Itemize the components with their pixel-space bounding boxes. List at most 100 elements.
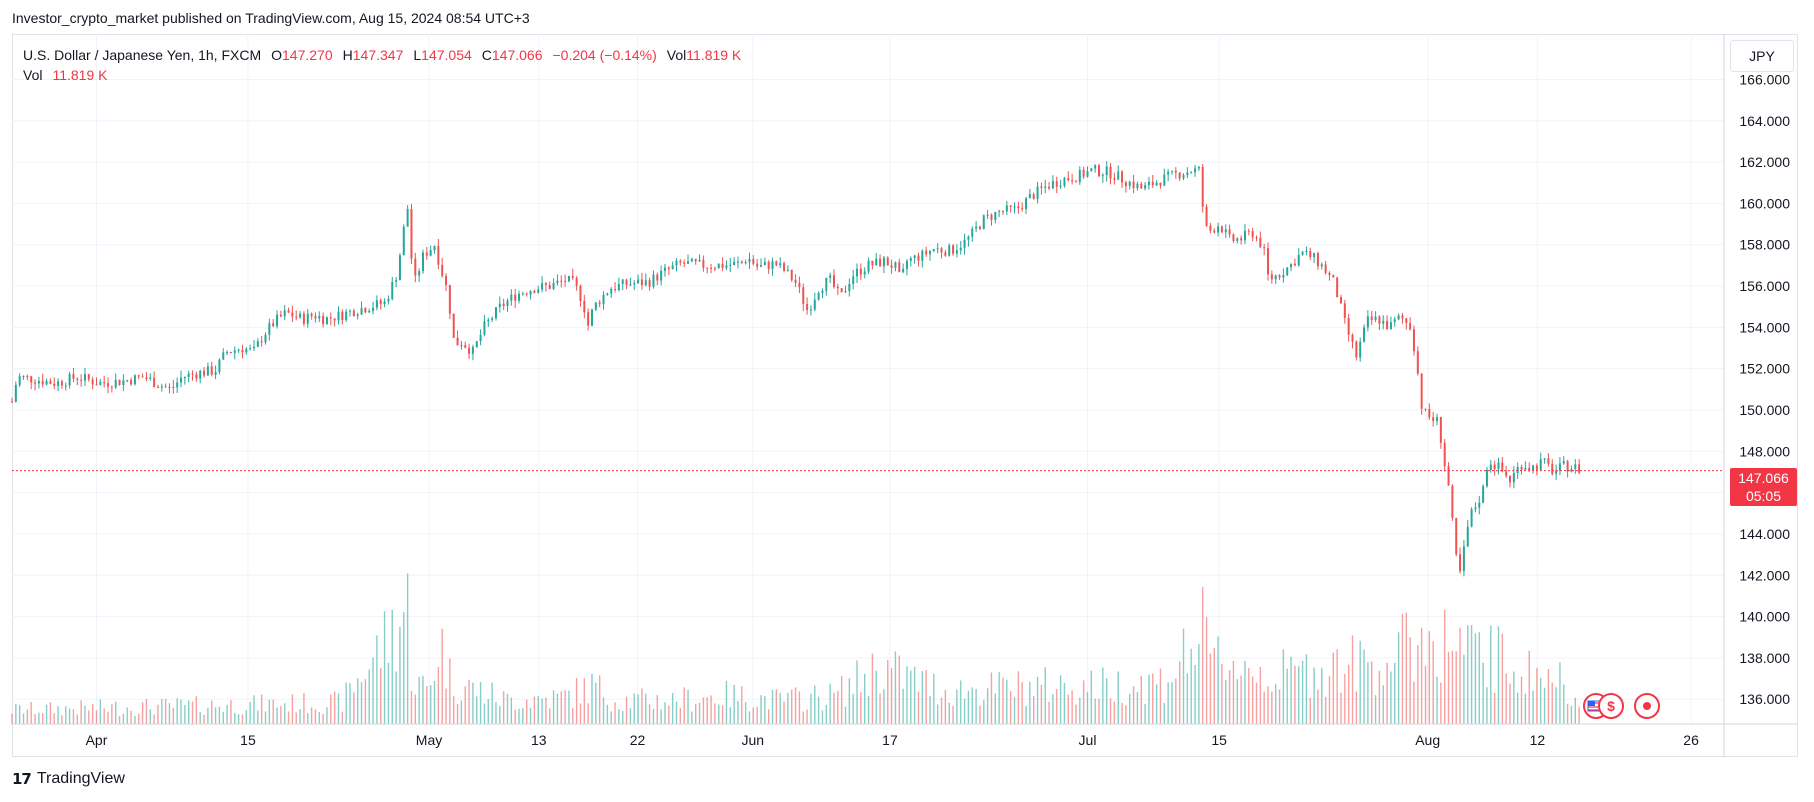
- candle-body: [994, 211, 997, 220]
- candle-body: [552, 283, 555, 289]
- volume-bar: [1394, 662, 1396, 724]
- volume-bar: [284, 703, 286, 724]
- candle-body: [679, 260, 682, 263]
- candle-body: [99, 382, 102, 385]
- volume-bar: [575, 677, 578, 724]
- volume-bar: [660, 709, 662, 724]
- candle-body: [1528, 468, 1531, 471]
- axes: 136.000138.000140.000142.000144.000146.0…: [12, 34, 1798, 757]
- volume-bar: [172, 707, 175, 724]
- candle-body: [1243, 230, 1246, 241]
- volume-bar: [906, 666, 908, 724]
- svg-text:$: $: [1607, 698, 1615, 714]
- y-tick-label: 158.000: [1739, 237, 1790, 253]
- candle-body: [1128, 181, 1131, 187]
- grid-lines: [12, 34, 1724, 724]
- volume-bar: [341, 711, 344, 724]
- volume-bar: [230, 700, 232, 724]
- volume-bar: [468, 679, 470, 724]
- volume-bar: [1286, 668, 1288, 724]
- change-value: −0.204 (−0.14%): [552, 47, 657, 63]
- candle-body: [763, 262, 766, 266]
- candle-body: [929, 251, 932, 255]
- volume-bar: [276, 707, 278, 724]
- candle-body: [1078, 169, 1081, 183]
- candle-body: [1197, 166, 1200, 169]
- candle-body: [614, 288, 617, 290]
- volume-bar: [422, 675, 424, 724]
- volume-bar: [84, 705, 86, 724]
- volume-bar: [11, 713, 13, 724]
- currency-button[interactable]: JPY: [1730, 40, 1794, 72]
- candle-body: [998, 211, 1001, 213]
- volume-bar: [1428, 631, 1431, 724]
- volume-bar: [456, 703, 459, 724]
- volume-bar: [391, 609, 393, 724]
- volume-bar: [1155, 684, 1158, 724]
- candle-body: [1336, 277, 1339, 298]
- volume-indicator-label[interactable]: Vol: [23, 67, 43, 83]
- candle-body: [1566, 461, 1569, 472]
- volume-bar: [695, 703, 697, 724]
- earnings-event-icon[interactable]: [1634, 693, 1660, 719]
- y-tick-label: 142.000: [1739, 567, 1790, 583]
- volume-bar: [960, 680, 962, 724]
- candle-body: [1447, 466, 1450, 486]
- candle-body: [948, 245, 951, 256]
- volume-bar: [702, 697, 705, 724]
- volume-bar: [986, 688, 989, 724]
- volume-bar: [1340, 692, 1342, 724]
- volume-bar: [134, 716, 136, 724]
- volume-bar: [1267, 686, 1269, 724]
- volume-bar: [1240, 675, 1242, 724]
- candle-body: [1462, 546, 1465, 572]
- candle-body: [760, 265, 762, 267]
- volume-bar: [614, 702, 616, 724]
- candle-body: [72, 374, 75, 379]
- volume-bar: [883, 689, 885, 724]
- footer-brand[interactable]: 𝟭𝟳 TradingView: [12, 770, 125, 788]
- candle-body: [456, 337, 459, 346]
- volume-bar: [187, 700, 190, 724]
- chart-frame[interactable]: [12, 34, 1798, 757]
- candle-body: [1339, 297, 1342, 304]
- volume-bar: [1013, 697, 1016, 724]
- candle-body: [180, 377, 183, 383]
- volume-bar: [280, 706, 282, 724]
- candle-body: [1005, 205, 1008, 212]
- bar-countdown: 05:05: [1745, 488, 1782, 504]
- volume-bar: [495, 702, 497, 724]
- candle-body: [494, 307, 497, 319]
- volume-bar: [979, 705, 981, 724]
- candle-body: [621, 279, 624, 285]
- volume-bar: [1543, 687, 1546, 724]
- dividend-event-icon[interactable]: $: [1598, 693, 1624, 719]
- volume-bar: [652, 708, 655, 724]
- candle-body: [802, 287, 805, 304]
- volume-bar: [1190, 648, 1192, 724]
- candle-body: [1547, 458, 1550, 464]
- candle-body: [145, 377, 148, 379]
- symbol-description[interactable]: U.S. Dollar / Japanese Yen, 1h, FXCM: [23, 47, 262, 63]
- volume-bar: [26, 709, 29, 724]
- candle-body: [241, 350, 244, 353]
- candle-body: [867, 260, 870, 272]
- volume-bar: [894, 651, 897, 724]
- volume-bar: [234, 712, 236, 724]
- x-tick-label: 22: [630, 732, 646, 748]
- candle-body: [368, 310, 371, 313]
- volume-bar: [956, 689, 958, 724]
- volume-bar: [775, 689, 778, 724]
- candle-body: [203, 370, 206, 376]
- candle-body: [1117, 171, 1120, 180]
- candle-body: [644, 280, 647, 286]
- candle-body: [1040, 186, 1043, 188]
- candle-body: [1163, 174, 1166, 186]
- volume-bar: [1324, 696, 1327, 724]
- candle-body: [325, 317, 328, 325]
- volume-bar: [1547, 669, 1550, 724]
- low-label: L: [413, 47, 422, 63]
- volume-bar: [1294, 665, 1296, 724]
- volume-bar: [1516, 692, 1519, 724]
